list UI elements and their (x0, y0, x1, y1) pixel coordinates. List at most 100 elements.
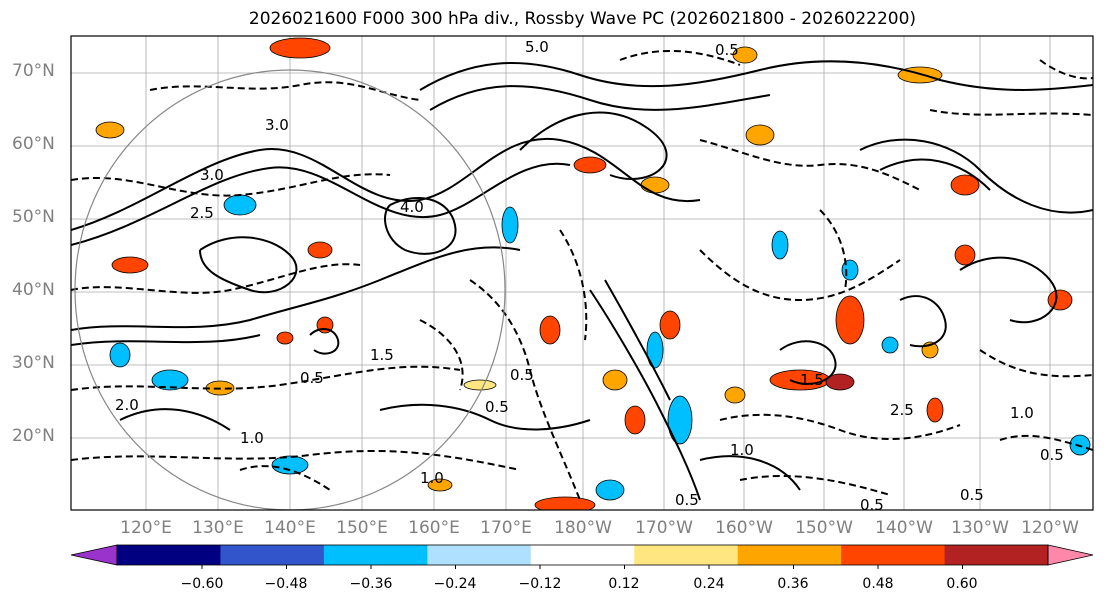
contour-label: 2.0 (115, 396, 139, 414)
divergence-cell (271, 455, 309, 475)
colorbar-swatch (737, 545, 842, 565)
negative-contour (619, 49, 741, 66)
divergence-cell (501, 206, 519, 244)
divergence-cell (427, 478, 453, 492)
divergence-cell (1069, 434, 1091, 456)
lon-label: 170°E (480, 518, 532, 538)
divergence-cell (646, 331, 664, 369)
contour-label: 0.5 (300, 369, 324, 387)
lat-label: 30°N (12, 353, 55, 373)
colorbar-swatch (323, 545, 428, 565)
divergence-cell (307, 241, 333, 259)
contour-label: 1.5 (800, 371, 824, 389)
colorbar-extend-max (1047, 544, 1094, 566)
lat-label: 70°N (12, 61, 55, 81)
positive-contour (959, 256, 1058, 324)
lon-label: 140°W (875, 518, 933, 538)
contour-label: 0.5 (1040, 446, 1064, 464)
divergence-cell (573, 156, 607, 174)
map-frame (70, 35, 1094, 511)
positive-contour (859, 138, 1093, 214)
negative-contour (719, 413, 961, 441)
contour-label: 4.0 (400, 198, 424, 216)
positive-contour (779, 340, 837, 385)
negative-contour (979, 349, 1093, 378)
map-title: 2026021600 F000 300 hPa div., Rossby Wav… (248, 9, 917, 29)
contour-label: 0.5 (485, 398, 509, 416)
negative-contour (739, 475, 891, 496)
divergence-cell (534, 496, 596, 510)
negative-contour (419, 319, 464, 391)
positive-contour (419, 60, 1093, 91)
contour-label: 3.0 (265, 116, 289, 134)
divergence-cell (950, 174, 980, 196)
divergence-cell (724, 386, 746, 404)
colorbar-tick: 0.48 (862, 576, 894, 592)
colorbar-tick: −0.36 (349, 576, 393, 592)
negative-contour (1039, 59, 1093, 80)
contour-label: 1.0 (240, 429, 264, 447)
positive-contour (604, 279, 671, 401)
lon-label: 140°E (264, 518, 316, 538)
contour-label: 5.0 (525, 38, 549, 56)
positive-contour (899, 295, 947, 348)
contour-label: 0.5 (510, 366, 534, 384)
divergence-cell (825, 373, 855, 391)
lon-label: 130°E (192, 518, 244, 538)
lon-label: 160°E (408, 518, 460, 538)
negative-contour (999, 434, 1093, 451)
divergence-cell (732, 46, 758, 64)
divergence-cell (624, 405, 646, 435)
negative-contour (71, 449, 521, 471)
contour-labels: 5.03.03.04.02.51.51.00.50.50.51.01.52.01… (115, 38, 1064, 514)
contour-label: 2.5 (190, 204, 214, 222)
positive-contour (71, 246, 521, 331)
lon-label: 150°W (795, 518, 853, 538)
lon-label: 160°W (715, 518, 773, 538)
colorbar-swatch (427, 545, 532, 565)
colorbar-tick: 0.24 (693, 576, 725, 592)
lon-label: 180°W (554, 518, 612, 538)
positive-contour (71, 334, 261, 346)
divergence-cell (926, 397, 944, 423)
divergence-cell (269, 37, 331, 59)
colorbar-tick: 0.36 (777, 576, 809, 592)
negative-contour (469, 279, 581, 501)
divergence-cell (745, 124, 775, 146)
positive-contour (71, 162, 571, 246)
contour-label: 1.5 (370, 346, 394, 364)
lat-label: 60°N (12, 134, 55, 154)
divergence-cell (881, 336, 899, 354)
negative-contour (699, 249, 901, 302)
negative-contour (71, 365, 461, 391)
divergence-cell (602, 369, 628, 391)
colorbar-tick: −0.60 (180, 576, 224, 592)
projection-outline (74, 69, 506, 510)
positive-contour (71, 137, 701, 231)
positive-contour (384, 196, 457, 255)
colorbar-tick: −0.24 (433, 576, 477, 592)
colorbar-swatch (530, 545, 635, 565)
colorbar-swatch (841, 545, 946, 565)
divergence-cell (640, 176, 670, 194)
lon-label: 120°W (1021, 518, 1079, 538)
contour-label: 2.5 (890, 401, 914, 419)
colorbar-swatch (634, 545, 739, 565)
negative-contour (71, 173, 391, 197)
divergence-cell (835, 295, 865, 345)
colorbar-frame (116, 544, 1049, 566)
divergence-cell (1047, 289, 1073, 311)
positive-contour (429, 85, 771, 111)
contour-label: 1.0 (730, 441, 754, 459)
divergence-cell (151, 369, 189, 391)
lat-label: 40°N (12, 280, 55, 300)
rossby-wave-contours (71, 49, 1093, 501)
colorbar-swatch (944, 545, 1049, 565)
colorbar-tick: −0.12 (518, 576, 562, 592)
divergence-cell (954, 244, 976, 266)
colorbar-swatch (117, 545, 221, 565)
colorbar-extend-min (70, 544, 118, 566)
contour-label: 0.5 (860, 496, 884, 514)
divergence-cell (109, 342, 131, 368)
